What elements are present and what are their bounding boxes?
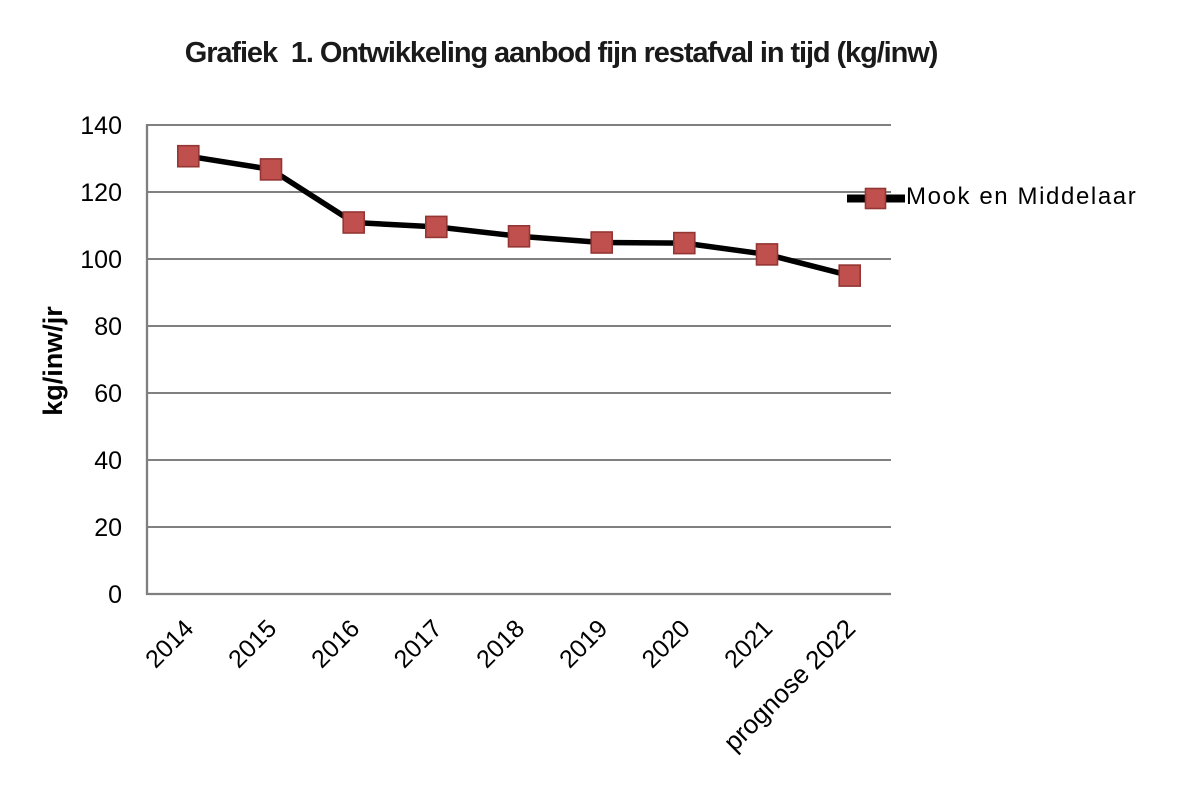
- svg-text:100: 100: [80, 246, 122, 274]
- svg-text:kg/inw/jr: kg/inw/jr: [38, 306, 68, 416]
- svg-text:40: 40: [94, 447, 122, 475]
- svg-text:Grafiek 1. Ontwikkeling aanbo: Grafiek 1. Ontwikkeling aanbod fijn rest…: [185, 37, 938, 69]
- svg-text:0: 0: [108, 581, 122, 609]
- svg-text:140: 140: [80, 112, 122, 140]
- svg-text:Mook en Middelaar: Mook en Middelaar: [906, 183, 1137, 210]
- svg-text:80: 80: [94, 313, 122, 341]
- svg-text:20: 20: [94, 514, 122, 542]
- svg-text:60: 60: [94, 380, 122, 408]
- svg-text:120: 120: [80, 179, 122, 207]
